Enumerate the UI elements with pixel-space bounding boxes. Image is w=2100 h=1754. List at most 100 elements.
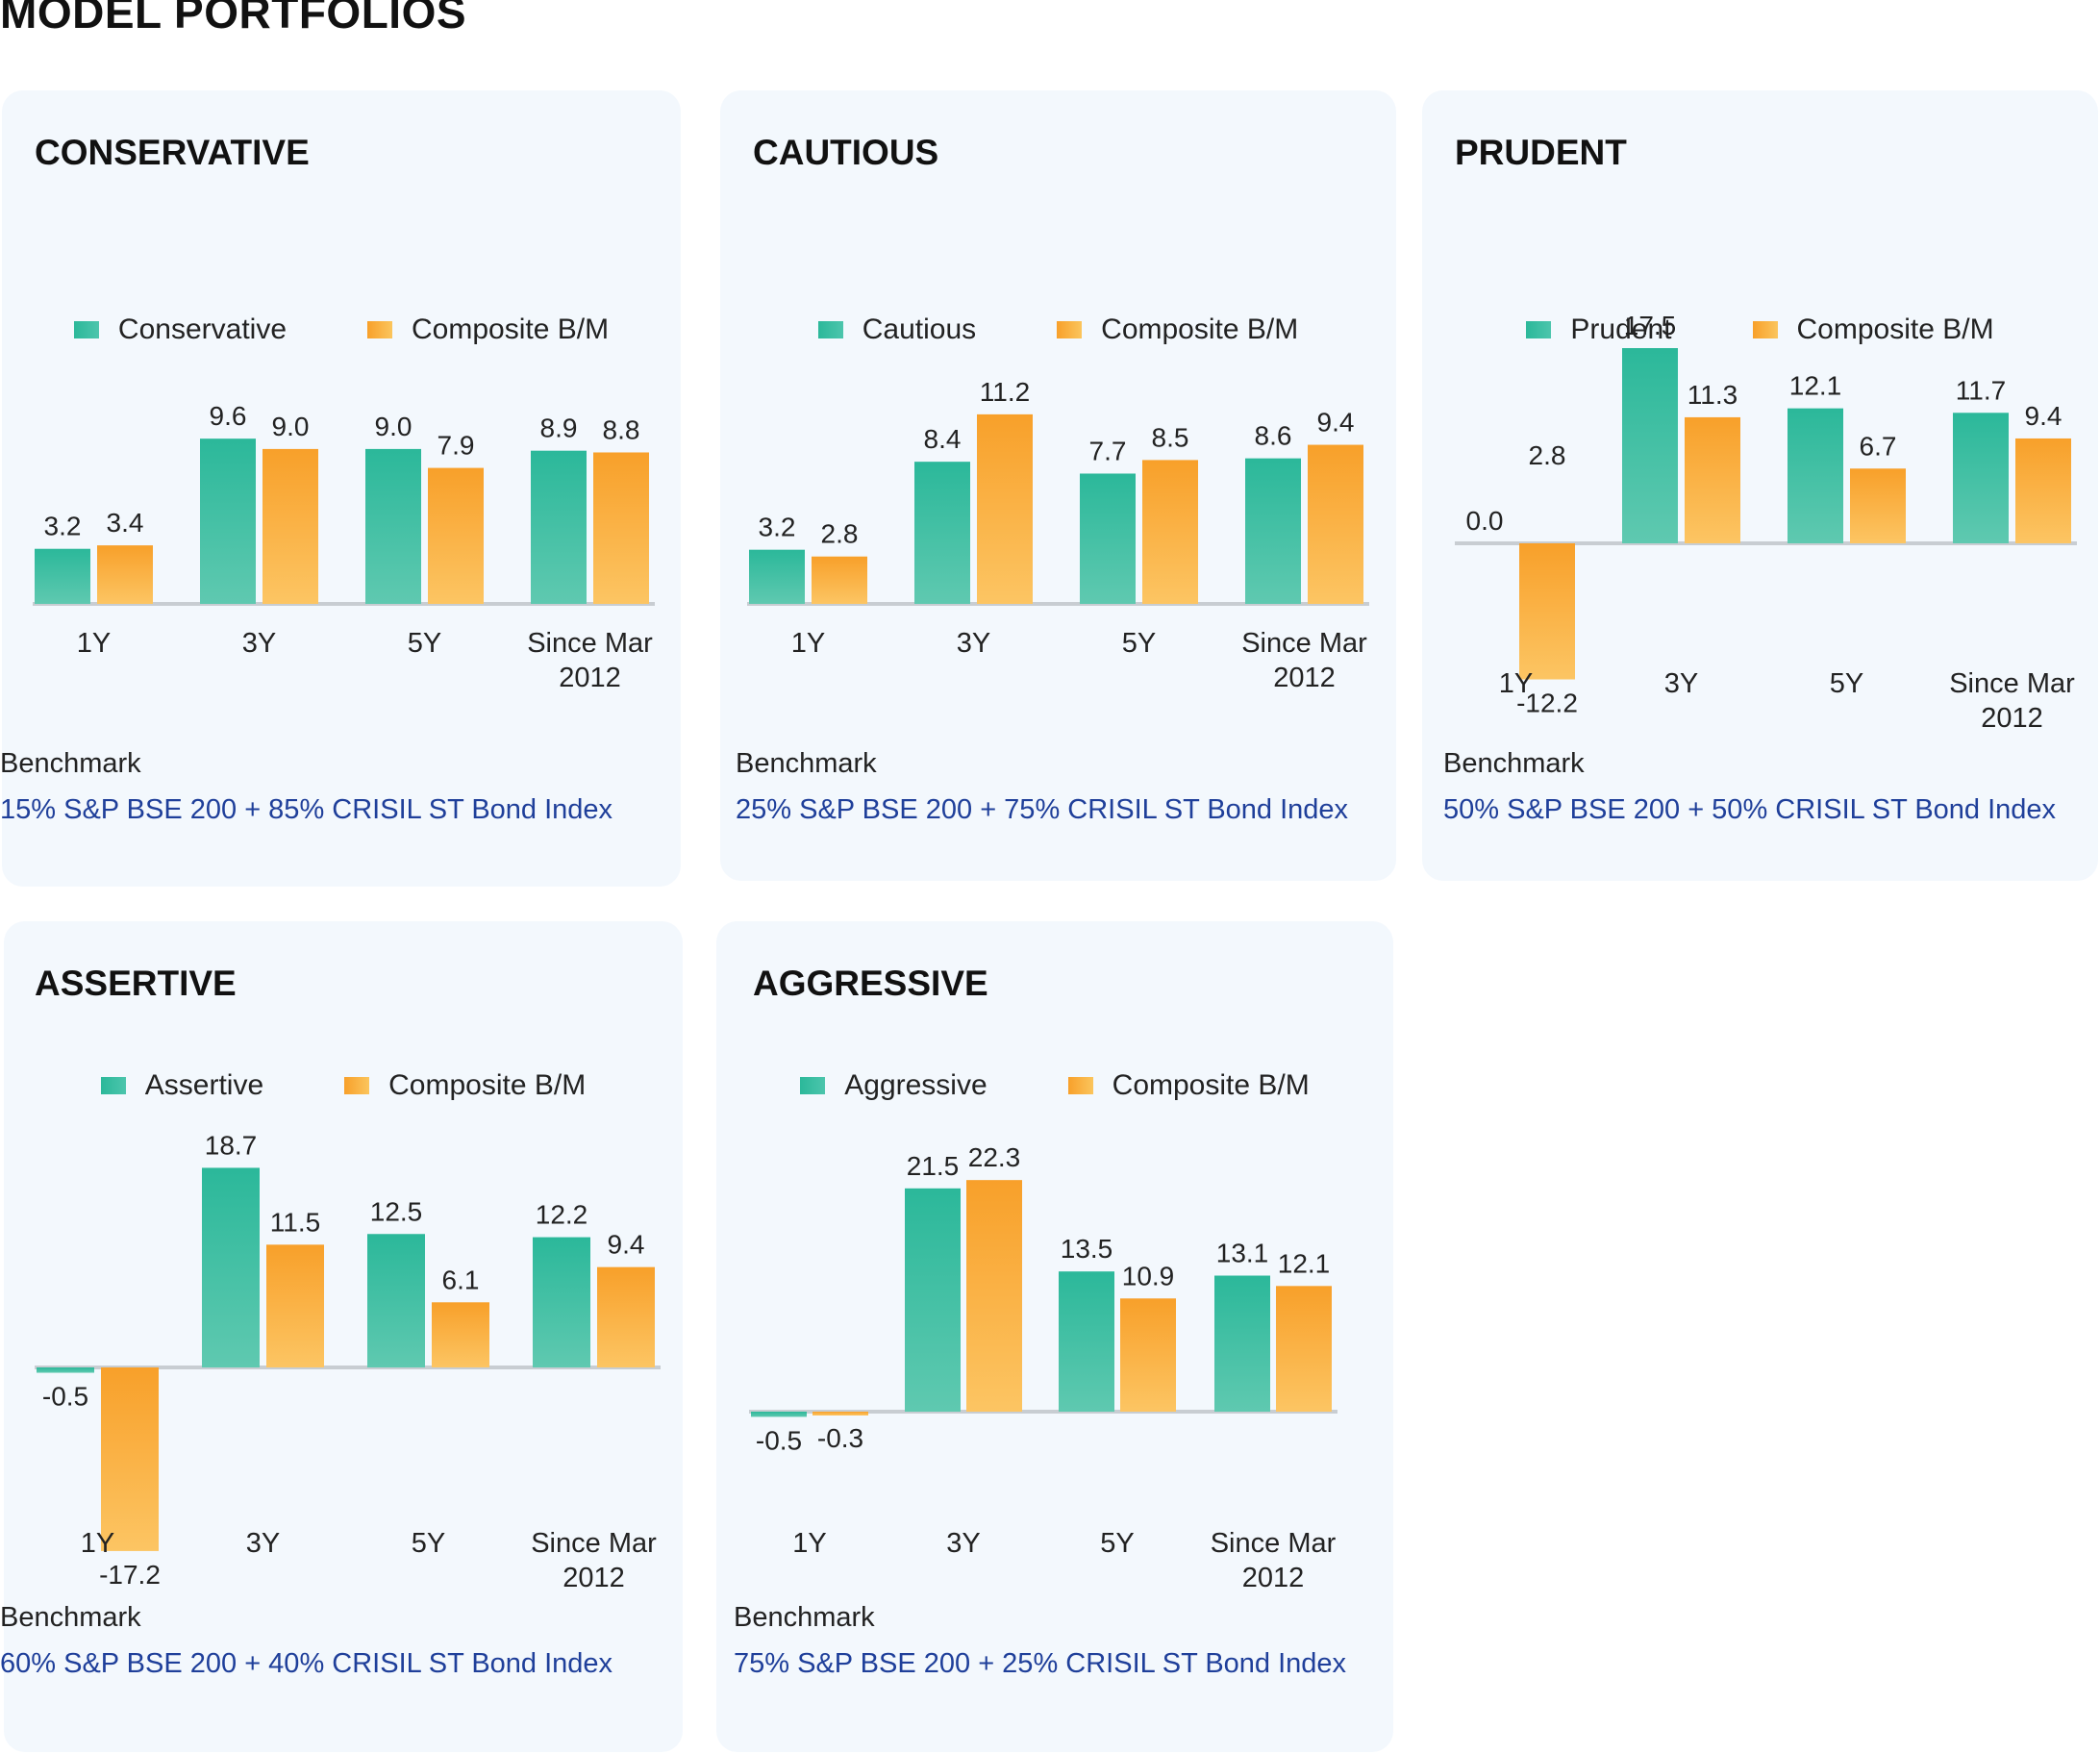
category-label-since-mar-2012: 2012 (1273, 663, 1336, 693)
chart-legend: Aggressive Composite B/M (716, 1069, 1393, 1102)
legend-swatch-portfolio (100, 1077, 126, 1094)
bar-composite-b-m-5y (432, 1302, 489, 1367)
bar-composite-b-m-3y (266, 1244, 324, 1367)
value-label-cautious-5y: 7.7 (1089, 436, 1127, 465)
value-label-composite-b-m-5y: 7.9 (438, 431, 475, 461)
benchmark-label: Benchmark (0, 1602, 141, 1633)
benchmark-label: Benchmark (734, 1602, 875, 1633)
bar-assertive-1y (37, 1367, 94, 1373)
bar-chart: 3.2 3.4 1Y 9.6 9.0 3Y 9.0 7.9 5Y 8.9 8.8 Since Mar 2… (33, 401, 655, 693)
legend-label-benchmark: Composite B/M (388, 1069, 587, 1101)
bar-chart: 3.2 2.8 1Y 8.4 11.2 3Y 7.7 8.5 5Y 8.6 9.4 Since Mar… (747, 377, 1369, 693)
extra-value-label: 2.8 (1529, 440, 1566, 470)
bar-composite-b-m-1y (1519, 543, 1575, 680)
value-label-composite-b-m-5y: 10.9 (1122, 1261, 1175, 1290)
value-label-composite-b-m-5y: 8.5 (1152, 422, 1189, 452)
bar-conservative-since-mar-2012 (531, 450, 587, 604)
page-title: MODEL PORTFOLIOS (0, 0, 467, 38)
portfolio-card-cautious: CAUTIOUS Cautious Composite B/M 3.2 2.8 1Y… (720, 90, 1396, 881)
benchmark-label: Benchmark (1443, 748, 1585, 779)
legend-swatch-portfolio (817, 321, 843, 338)
portfolio-card-prudent: PRUDENT Prudent Composite B/M 0.0 -12.2 1Y… (1422, 90, 2098, 881)
legend-swatch-portfolio (73, 321, 99, 338)
value-label-prudent-since-mar-2012: 11.7 (1956, 375, 2006, 405)
value-label-aggressive-since-mar-2012: 13.1 (1216, 1239, 1269, 1268)
bar-composite-b-m-since-mar-2012 (2015, 438, 2071, 543)
category-label-1y: 1Y (792, 1528, 826, 1559)
legend-item-portfolio: Conservative (73, 313, 287, 346)
value-label-composite-b-m-1y: 2.8 (821, 519, 859, 549)
bar-cautious-3y (914, 462, 970, 604)
card-title: PRUDENT (1455, 133, 1627, 172)
bar-aggressive-since-mar-2012 (1214, 1275, 1270, 1412)
value-label-composite-b-m-since-mar-2012: 9.4 (1317, 408, 1355, 438)
category-label-since-mar-2012: Since Mar (1241, 628, 1367, 659)
legend-label-benchmark: Composite B/M (1112, 1069, 1310, 1101)
value-label-composite-b-m-3y: 11.3 (1688, 380, 1738, 410)
category-label-since-mar-2012: Since Mar (1949, 668, 2075, 699)
category-label-3y: 3Y (1664, 668, 1698, 699)
category-label-since-mar-2012: 2012 (559, 663, 621, 693)
portfolio-card-aggressive: AGGRESSIVE Aggressive Composite B/M -0.5… (716, 921, 1393, 1752)
bar-prudent-5y (1788, 408, 1843, 543)
category-label-since-mar-2012: Since Mar (527, 628, 653, 659)
legend-swatch-benchmark (344, 1077, 370, 1094)
bar-assertive-5y (367, 1234, 425, 1367)
bar-composite-b-m-1y (812, 1412, 868, 1416)
legend-item-benchmark: Composite B/M (1752, 313, 1994, 346)
bar-composite-b-m-since-mar-2012 (593, 452, 649, 604)
chart-legend: Cautious Composite B/M (720, 313, 1396, 346)
legend-item-benchmark: Composite B/M (1067, 1069, 1310, 1102)
benchmark-composition: 15% S&P BSE 200 + 85% CRISIL ST Bond Ind… (0, 794, 613, 825)
bar-composite-b-m-3y (966, 1180, 1022, 1412)
bar-prudent-3y (1622, 348, 1678, 543)
value-label-conservative-since-mar-2012: 8.9 (540, 413, 578, 443)
category-label-5y: 5Y (1100, 1528, 1134, 1559)
value-label-composite-b-m-5y: 6.7 (1860, 431, 1897, 461)
bar-composite-b-m-3y (977, 413, 1033, 604)
benchmark-composition: 75% S&P BSE 200 + 25% CRISIL ST Bond Ind… (734, 1648, 1347, 1679)
chart-legend: Prudent Composite B/M (1422, 313, 2098, 346)
chart-legend: Assertive Composite B/M (4, 1069, 683, 1102)
bar-conservative-1y (35, 548, 90, 604)
card-title: ASSERTIVE (35, 964, 237, 1003)
card-title: CONSERVATIVE (35, 133, 310, 172)
value-label-composite-b-m-1y: -0.3 (817, 1423, 863, 1453)
bar-composite-b-m-5y (1850, 468, 1906, 543)
legend-item-portfolio: Assertive (100, 1069, 264, 1102)
portfolio-card-conservative: CONSERVATIVE Conservative Composite B/M … (0, 90, 681, 887)
category-label-3y: 3Y (957, 628, 990, 659)
category-label-since-mar-2012: Since Mar (1211, 1528, 1337, 1559)
legend-swatch-benchmark (1057, 321, 1083, 338)
legend-label-portfolio: Assertive (144, 1069, 264, 1101)
bar-composite-b-m-3y (1685, 416, 1740, 543)
value-label-composite-b-m-3y: 11.5 (270, 1207, 320, 1237)
value-label-composite-b-m-1y: -17.2 (99, 1560, 161, 1590)
value-label-cautious-3y: 8.4 (924, 424, 962, 454)
benchmark-label: Benchmark (0, 748, 141, 779)
value-label-assertive-since-mar-2012: 12.2 (536, 1200, 588, 1230)
value-label-composite-b-m-3y: 11.2 (980, 377, 1030, 407)
bar-aggressive-1y (751, 1412, 807, 1417)
bar-composite-b-m-1y (812, 556, 867, 604)
category-label-1y: 1Y (77, 628, 111, 659)
value-label-composite-b-m-5y: 6.1 (442, 1265, 480, 1294)
bar-aggressive-5y (1059, 1271, 1114, 1412)
value-label-prudent-5y: 12.1 (1789, 371, 1842, 401)
bar-chart: -0.5 -0.3 1Y 21.5 22.3 3Y 13.5 10.9 5Y 13.1 12.1 Si… (749, 1142, 1338, 1593)
value-label-conservative-3y: 9.6 (210, 401, 247, 431)
category-label-1y: 1Y (791, 628, 825, 659)
category-label-since-mar-2012: 2012 (1242, 1563, 1305, 1593)
category-label-since-mar-2012: Since Mar (531, 1528, 657, 1559)
bar-composite-b-m-since-mar-2012 (1276, 1286, 1332, 1412)
benchmark-composition: 60% S&P BSE 200 + 40% CRISIL ST Bond Ind… (0, 1648, 613, 1679)
value-label-prudent-1y: 0.0 (1466, 506, 1504, 536)
category-label-5y: 5Y (408, 628, 441, 659)
card-title: CAUTIOUS (753, 133, 939, 172)
legend-label-portfolio: Conservative (117, 313, 287, 345)
value-label-cautious-since-mar-2012: 8.6 (1255, 421, 1292, 451)
category-label-1y: 1Y (1499, 668, 1533, 699)
legend-label-benchmark: Composite B/M (1796, 313, 1994, 345)
legend-label-benchmark: Composite B/M (412, 313, 610, 345)
bar-aggressive-3y (905, 1188, 961, 1412)
